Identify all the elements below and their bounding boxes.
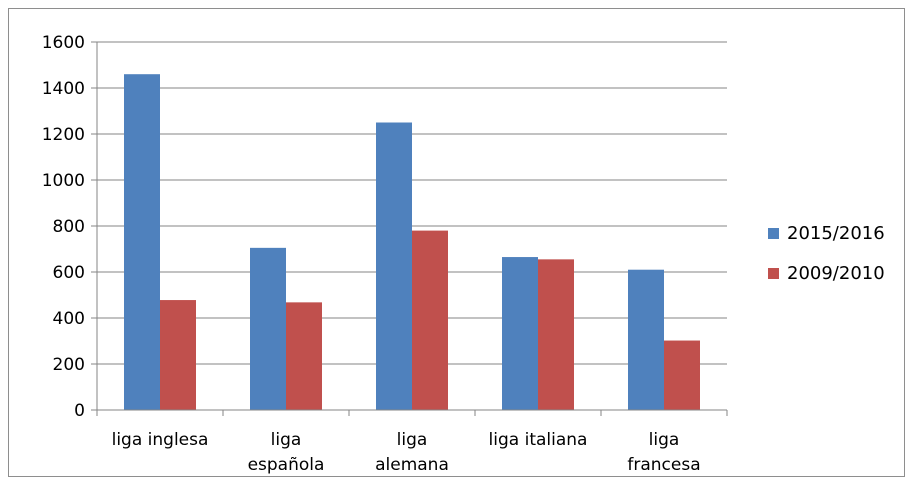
x-category-label: liga xyxy=(397,430,428,450)
legend: 2015/2016 2009/2010 xyxy=(768,223,885,284)
y-tick-label: 1000 xyxy=(42,171,85,191)
bars xyxy=(124,74,700,410)
legend-swatch xyxy=(768,268,779,279)
x-category-label: liga inglesa xyxy=(112,430,209,450)
bar-2015-2016-4 xyxy=(628,269,664,410)
y-tick-label: 800 xyxy=(53,217,85,237)
y-tick-label: 0 xyxy=(74,401,85,421)
x-category-label: francesa xyxy=(627,455,700,475)
bar-2015-2016-3 xyxy=(502,257,538,410)
bar-2009-2010-2 xyxy=(412,230,448,410)
y-tick-label: 1200 xyxy=(42,125,85,145)
x-category-label: liga italiana xyxy=(489,430,588,450)
x-category-label: alemana xyxy=(375,455,449,475)
y-tick-label: 600 xyxy=(53,263,85,283)
y-tick-label: 1600 xyxy=(42,33,85,53)
y-tick-label: 1400 xyxy=(42,79,85,99)
bar-2015-2016-1 xyxy=(250,247,286,410)
y-tick-label: 200 xyxy=(53,355,85,375)
x-category-label: liga xyxy=(649,430,680,450)
bar-2009-2010-3 xyxy=(538,259,574,410)
x-axis: liga inglesa liga española liga alemana liga … xyxy=(96,409,728,475)
legend-label: 2015/2016 xyxy=(787,223,885,244)
bar-2015-2016-0 xyxy=(124,74,160,410)
x-category-label: española xyxy=(248,455,325,475)
bar-2015-2016-2 xyxy=(376,122,412,410)
bar-2009-2010-4 xyxy=(664,340,700,410)
y-axis: 0 200 400 600 800 1000 1200 1400 1600 xyxy=(42,33,98,421)
y-tick-label: 400 xyxy=(53,309,85,329)
bar-2009-2010-1 xyxy=(286,302,322,410)
bar-2009-2010-0 xyxy=(160,300,196,410)
legend-label: 2009/2010 xyxy=(787,263,885,284)
legend-swatch xyxy=(768,228,779,239)
x-category-label: liga xyxy=(271,430,302,450)
